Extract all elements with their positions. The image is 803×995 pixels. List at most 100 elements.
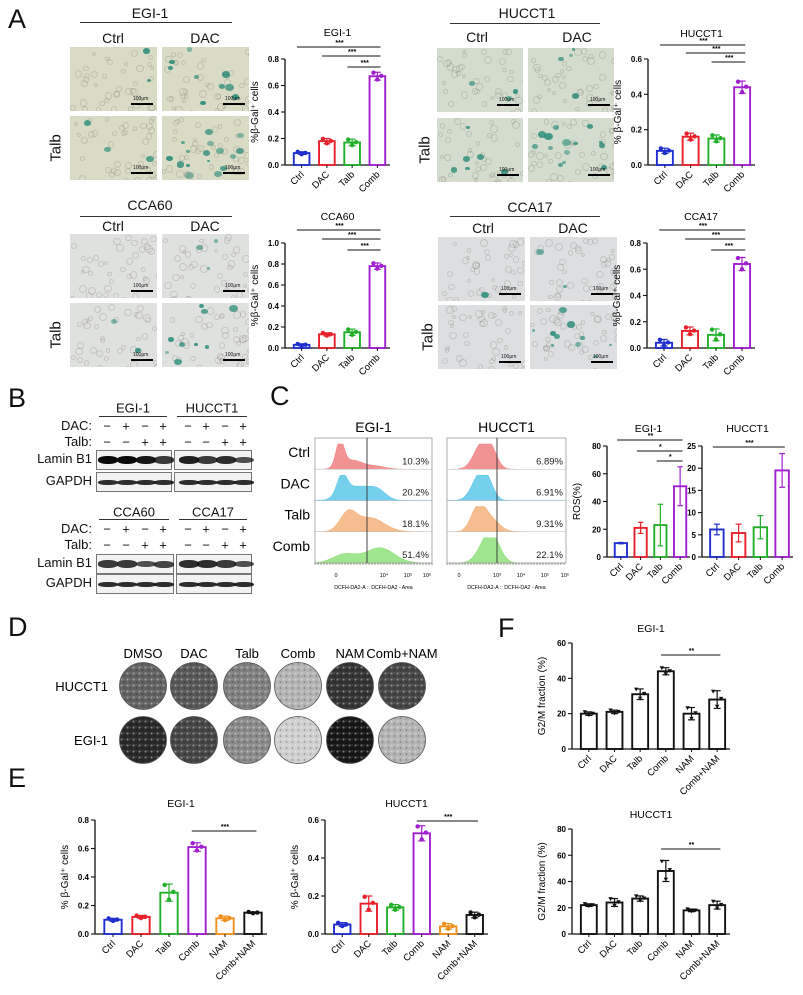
chart-title: HUCCT1 (680, 28, 723, 40)
cell-outline (475, 161, 480, 166)
x-tick-label: Ctrl (608, 561, 626, 579)
scale-bar (223, 103, 245, 105)
scale-bar-label: 100μm (501, 354, 517, 360)
sa-beta-gal-stain (165, 155, 173, 162)
scale-bar (499, 361, 521, 363)
colony-plate (119, 662, 167, 710)
data-point (687, 331, 693, 337)
sa-beta-gal-stain (598, 143, 605, 148)
cell-outline (148, 127, 155, 134)
talb-sign: + (221, 434, 229, 450)
gapdh-blot (96, 574, 174, 594)
cell-outline (567, 282, 574, 290)
sa-beta-gal-stain (476, 153, 485, 160)
cell-outline (82, 265, 90, 274)
sa-beta-gal-stain (104, 146, 111, 152)
cell-outline (444, 348, 450, 353)
cell-outline (105, 347, 111, 353)
cell-outline (220, 312, 226, 318)
scale-bar-label: 100μm (590, 97, 606, 103)
cell-outline (559, 258, 566, 265)
cell-outline (520, 367, 525, 369)
cell-outline (576, 324, 583, 331)
protein-band (197, 479, 217, 485)
data-point (735, 255, 741, 261)
blot-divider-line (177, 416, 247, 417)
x-tick-label: Ctrl (289, 352, 307, 370)
bar (733, 86, 752, 166)
y-tick-label: 0.4 (268, 302, 280, 311)
sa-beta-gal-stain (237, 133, 244, 139)
cell-outline (516, 266, 524, 274)
dac-sign: − (184, 418, 192, 434)
gate-percentage: 10.3% (402, 456, 429, 467)
y-tick-label: 0.4 (631, 90, 643, 99)
bar (605, 710, 624, 750)
cell-outline (141, 333, 149, 340)
gate-percentage: 6.89% (536, 456, 563, 467)
sa-beta-gal-stain (230, 154, 237, 160)
cell-outline (124, 168, 132, 175)
data-point (344, 922, 349, 927)
cell-outline (519, 170, 523, 177)
cell-outline (503, 280, 512, 288)
gate-percentage: 20.2% (402, 488, 429, 499)
cell-outline (593, 315, 602, 324)
cell-outline (591, 237, 598, 244)
colony-plate (274, 662, 322, 710)
sa-beta-gal-stain (194, 343, 199, 347)
chart-title: HUCCT1 (726, 423, 769, 435)
bar-chart-A4: CCA17 0.0 0.2 0.4 0.6 0.8 %β-Gal⁺ cells Ctrl DAC… (612, 211, 755, 378)
bar (631, 897, 650, 935)
cell-outline (93, 323, 99, 330)
dac-sign: − (184, 521, 192, 537)
data-point (476, 912, 482, 917)
plate-column-label: DMSO (124, 646, 163, 661)
cell-outline (460, 91, 469, 99)
micrograph-image: 100μm (530, 237, 617, 301)
flow-axis-label: DCFH-DA2-A :: DCFH-DA2 - Area (467, 585, 546, 591)
cell-outline (104, 261, 109, 266)
micrograph-column-label: DAC (190, 30, 220, 46)
cell-outline (95, 106, 102, 111)
y-tick-label: 0.0 (630, 344, 642, 353)
data-point (657, 337, 663, 342)
talb-sign: − (202, 434, 210, 450)
protein-band (98, 560, 118, 568)
data-point (718, 696, 724, 701)
cell-outline (490, 95, 495, 101)
data-point (324, 333, 330, 338)
cell-outline (140, 122, 147, 130)
cell-outline (594, 95, 601, 102)
sa-beta-gal-stain (558, 56, 565, 62)
cell-outline (125, 87, 133, 96)
significance-label: *** (699, 38, 707, 45)
y-axis-label: % β-Gal⁺ cells (290, 845, 301, 909)
cell-outline (248, 51, 249, 58)
cell-outline (175, 119, 180, 124)
scale-bar-label: 100μm (225, 165, 241, 171)
cell-outline (93, 82, 99, 88)
dac-sign: − (141, 521, 149, 537)
protein-band (117, 560, 137, 568)
flow-axis-tick-label: 10⁵ (404, 572, 412, 579)
cell-outline (178, 262, 187, 271)
talb-treatment-label: Talb: (64, 537, 92, 552)
cell-outline (107, 271, 112, 276)
data-point (303, 342, 308, 347)
x-tick-label: Comb (660, 561, 686, 587)
panel-label-a: A (8, 4, 27, 34)
cell-outline (82, 76, 90, 83)
blot-cell-line-title: EGI-1 (116, 400, 150, 416)
x-tick-label: Talb (625, 938, 645, 958)
micrograph-column-label: Ctrl (466, 29, 488, 45)
y-tick-label: 0.4 (308, 854, 320, 863)
cell-outline (452, 241, 457, 246)
sa-beta-gal-stain (531, 329, 536, 332)
y-tick-label: 80 (592, 442, 601, 451)
cell-outline (485, 255, 492, 262)
cell-outline (587, 57, 596, 66)
sa-beta-gal-stain (569, 53, 574, 57)
data-point (110, 918, 116, 924)
cell-outline (447, 319, 454, 326)
